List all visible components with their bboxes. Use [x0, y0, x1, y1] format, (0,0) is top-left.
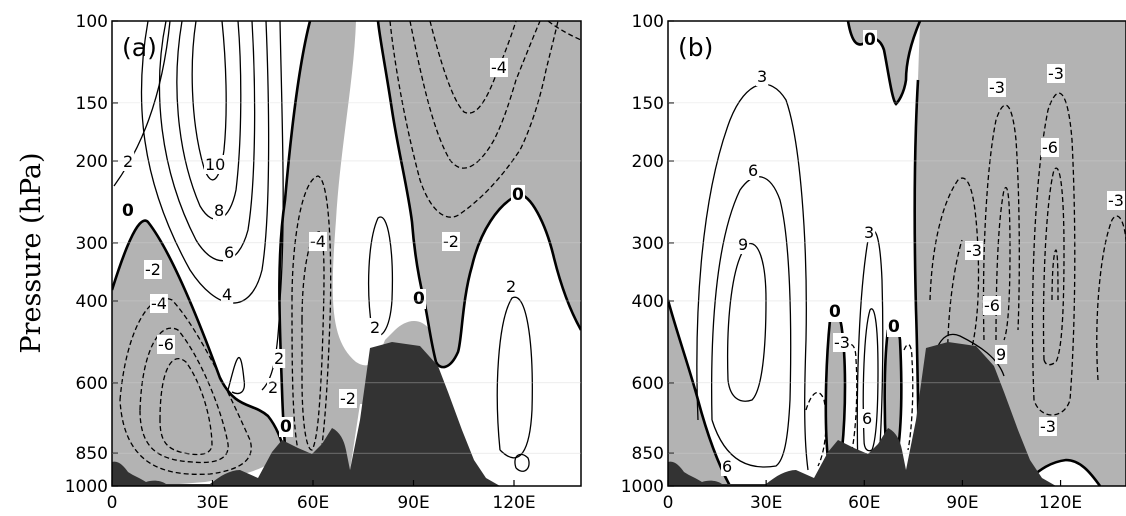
y-tick-label: 100 [632, 12, 664, 32]
contour-label: -6 [984, 296, 1000, 315]
contour-label: -3 [966, 241, 982, 260]
x-tick-label: 120E [492, 493, 535, 513]
y-tick-label: 400 [76, 292, 108, 312]
y-tick-label: 850 [632, 444, 664, 464]
y-tick-label: 600 [632, 374, 664, 394]
contour-label: -2 [340, 389, 356, 408]
contour-label: -4 [151, 294, 167, 313]
x-tick-label: 90E [397, 493, 429, 513]
contour-label: 2 [268, 378, 278, 397]
y-tick-label: 150 [76, 94, 108, 114]
x-tick-label: 30E [750, 493, 782, 513]
contour-label: 6 [722, 457, 732, 476]
contour-label: 2 [506, 277, 516, 296]
x-tick-label: 90E [946, 493, 978, 513]
contour-label: -6 [158, 335, 174, 354]
contour-label: -6 [1042, 138, 1058, 157]
y-tick-label: 1000 [65, 477, 108, 497]
x-tick-label: 60E [297, 493, 329, 513]
contour-label: 6 [748, 161, 758, 180]
contour-label: -2 [145, 260, 161, 279]
contour-label-zero: 0 [888, 317, 900, 337]
contour-label: -3 [1108, 191, 1124, 210]
contour-label: 3 [864, 223, 874, 242]
contour-label: -4 [310, 232, 326, 251]
contour-label-zero: 0 [512, 185, 524, 205]
contour-label-zero: 0 [280, 417, 292, 437]
contour-label: -3 [1040, 417, 1056, 436]
y-tick-label: 300 [76, 234, 108, 254]
contour-label: 6 [224, 243, 234, 262]
contour-label: 9 [738, 235, 748, 254]
contour-label: 8 [214, 201, 224, 220]
contour-label: -2 [443, 232, 459, 251]
y-tick-label: 400 [632, 292, 664, 312]
contour-label: -4 [491, 58, 507, 77]
contour-label: 6 [862, 409, 872, 428]
contour-label: 2 [370, 318, 380, 337]
panel-a: 10 8 6 4 2 2 2 2 2 -2 -4 -6 -4 -2 -2 -4 … [65, 12, 581, 513]
contour-label-zero: 0 [122, 201, 134, 221]
y-tick-label: 1000 [621, 477, 664, 497]
y-tick-label: 200 [76, 152, 108, 172]
contour-label-zero: 0 [413, 289, 425, 309]
contour-label: 2 [123, 152, 133, 171]
x-tick-label: 0 [107, 493, 118, 513]
y-axis-title: Pressure (hPa) [16, 152, 47, 353]
contour-label: -3 [834, 333, 850, 352]
contour-label: 9 [996, 345, 1006, 364]
contour-label: 3 [757, 67, 767, 86]
y-tick-label: 150 [632, 94, 664, 114]
contour-label: -3 [1048, 64, 1064, 83]
contour-label: -3 [989, 78, 1005, 97]
x-tick-label: 60E [848, 493, 880, 513]
y-tick-label: 100 [76, 12, 108, 32]
y-tick-label: 200 [632, 152, 664, 172]
panel-b: 3 6 9 3 6 6 9 -3 -6 -3 -3 -6 -3 -3 -3 0 … [621, 12, 1126, 513]
x-tick-label: 30E [196, 493, 228, 513]
y-tick-label: 850 [76, 444, 108, 464]
contour-label: 2 [274, 349, 284, 368]
x-tick-label: 0 [663, 493, 674, 513]
x-tick-label: 120E [1039, 493, 1082, 513]
contour-label: 10 [205, 155, 225, 174]
panel-b-label: (b) [678, 33, 713, 62]
panel-a-label: (a) [122, 33, 157, 62]
contour-label-zero: 0 [829, 302, 841, 322]
y-tick-label: 300 [632, 234, 664, 254]
y-tick-label: 600 [76, 374, 108, 394]
contour-label-zero: 0 [864, 30, 876, 50]
